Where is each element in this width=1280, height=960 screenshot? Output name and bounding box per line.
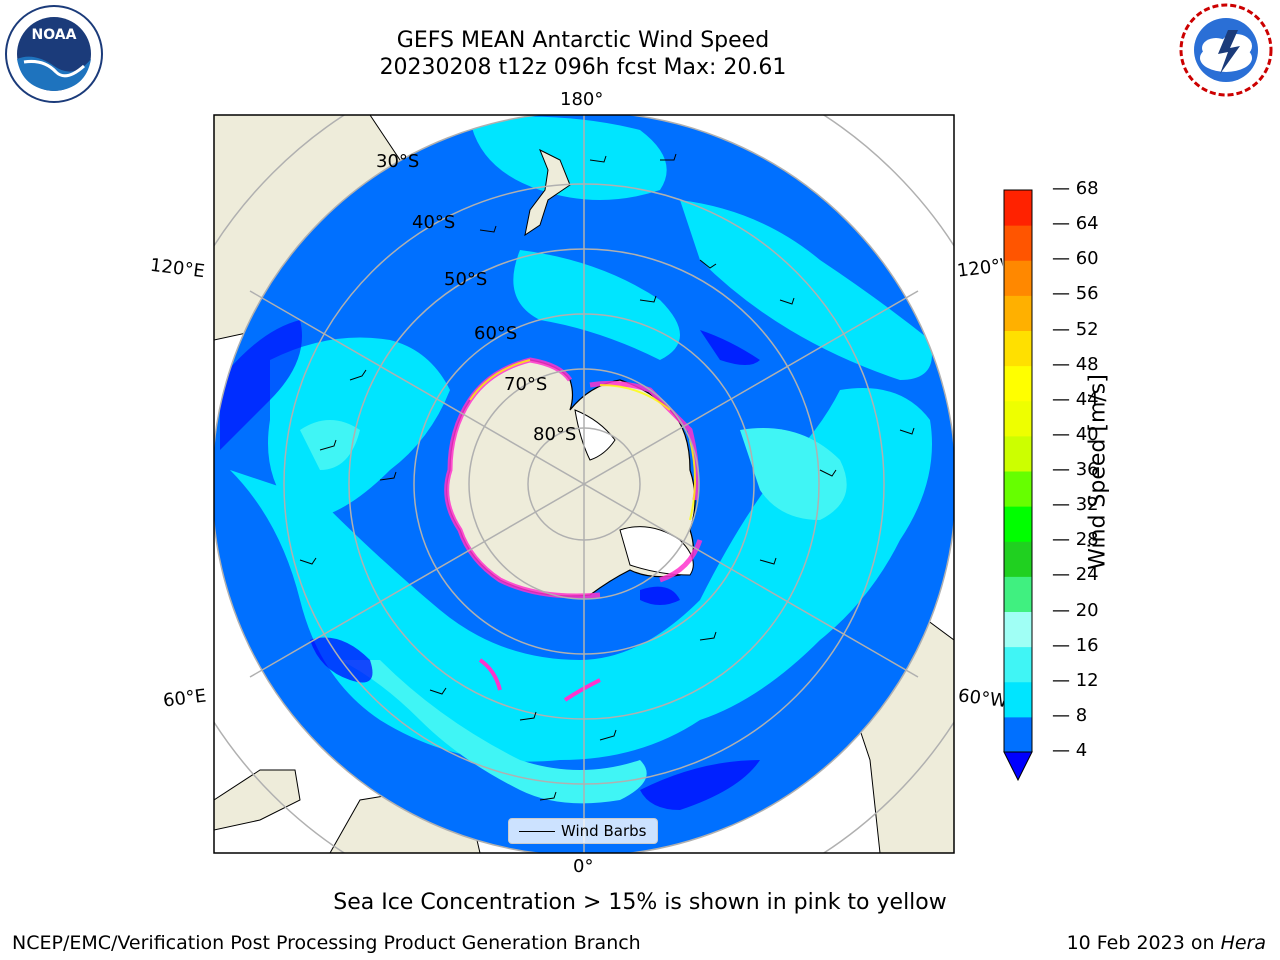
lat-label-60s: 60°S xyxy=(474,323,518,344)
colorbar-label: Wind Speed [m/s] xyxy=(1085,374,1111,570)
footer-date: 10 Feb 2023 on xyxy=(1066,932,1221,954)
colorbar-segment xyxy=(1004,190,1032,226)
lat-label-40s: 40°S xyxy=(412,212,456,233)
colorbar-tick-label: — 16 xyxy=(1052,634,1099,656)
colorbar-segment xyxy=(1004,611,1032,648)
colorbar-tick-label: — 12 xyxy=(1052,669,1099,691)
colorbar-segment xyxy=(1004,435,1032,472)
colorbar-segment xyxy=(1004,576,1032,612)
ross-ice-shelf xyxy=(574,409,616,461)
colorbar-tick-label: — 32 xyxy=(1052,494,1099,516)
colorbar-tick-label: — 64 xyxy=(1052,213,1099,235)
colorbar-segment xyxy=(1004,295,1032,331)
graticule xyxy=(214,115,954,853)
lon-label-top: 180° xyxy=(560,89,604,110)
colorbar-tick-label: — 60 xyxy=(1052,248,1099,270)
colorbar-tick-label: — 20 xyxy=(1052,599,1099,621)
colorbar-tick-label: — 52 xyxy=(1052,318,1099,340)
colorbar-segment xyxy=(1004,330,1032,367)
sea-ice-note: Sea Ice Concentration > 15% is shown in … xyxy=(333,890,947,915)
colorbar-tick-label: — 40 xyxy=(1052,423,1099,445)
nws-logo xyxy=(1179,3,1273,97)
footer-host: Hera xyxy=(1220,932,1266,954)
colorbar-segment xyxy=(1004,471,1032,507)
legend-box: Wind Barbs xyxy=(508,818,658,844)
chart-subtitle: 20230208 t12z 096h fcst Max: 20.61 xyxy=(379,55,787,80)
colorbar-border xyxy=(1003,189,1033,753)
colorbar-tick-label: — 68 xyxy=(1052,178,1099,199)
colorbar-tick-label: — 24 xyxy=(1052,564,1099,586)
colorbar-tick-label: — 44 xyxy=(1052,388,1099,410)
colorbar-ticks: — 4 — 8 — 12 — 16 — 20 — 24 — 28 — 32 — 36 — 40 — … xyxy=(1052,0,1099,960)
colorbar-tick-label: — 48 xyxy=(1052,353,1099,375)
chart-title: GEFS MEAN Antarctic Wind Speed xyxy=(396,28,770,53)
colorbar-under-arrow xyxy=(1003,751,1033,782)
noaa-logo: NOAA xyxy=(5,5,103,103)
sea-ice-patch xyxy=(478,658,601,702)
colorbar-tick-label: — 36 xyxy=(1052,459,1099,480)
lat-label-70s: 70°S xyxy=(504,374,548,395)
footer-left: NCEP/EMC/Verification Post Processing Pr… xyxy=(12,932,641,954)
footer-right: 10 Feb 2023 on Hera xyxy=(1067,932,1266,954)
lat-label-80s: 80°S xyxy=(533,424,577,445)
madagascar-land xyxy=(214,769,301,831)
colorbar-segment xyxy=(1004,716,1032,753)
lat-label-30s: 30°S xyxy=(376,151,420,172)
colorbar-tick-label: — 28 xyxy=(1052,529,1099,551)
colorbar-segment xyxy=(1004,646,1032,683)
colorbar xyxy=(1003,189,1033,782)
legend-line-icon xyxy=(519,831,555,832)
colorbar-segment xyxy=(1004,506,1032,542)
colorbar-tick-label: — 4 xyxy=(1052,740,1088,761)
lat-label-50s: 50°S xyxy=(444,269,488,290)
colorbar-tick-label: — 8 xyxy=(1052,704,1088,726)
legend-label: Wind Barbs xyxy=(561,822,647,840)
new-zealand-land xyxy=(524,148,571,237)
noaa-logo-text: NOAA xyxy=(32,27,77,43)
colorbar-segment xyxy=(1004,681,1032,718)
wind-barbs xyxy=(299,153,915,801)
colorbar-segment xyxy=(1004,400,1032,437)
map-frame xyxy=(213,114,955,854)
colorbar-tick-label: — 56 xyxy=(1052,283,1099,305)
colorbar-segment xyxy=(1004,225,1032,261)
colorbar-segment xyxy=(1004,260,1032,296)
colorbar-segment xyxy=(1004,365,1032,402)
colorbar-segment xyxy=(1004,541,1032,577)
lon-label-bottom: 0° xyxy=(573,856,594,877)
